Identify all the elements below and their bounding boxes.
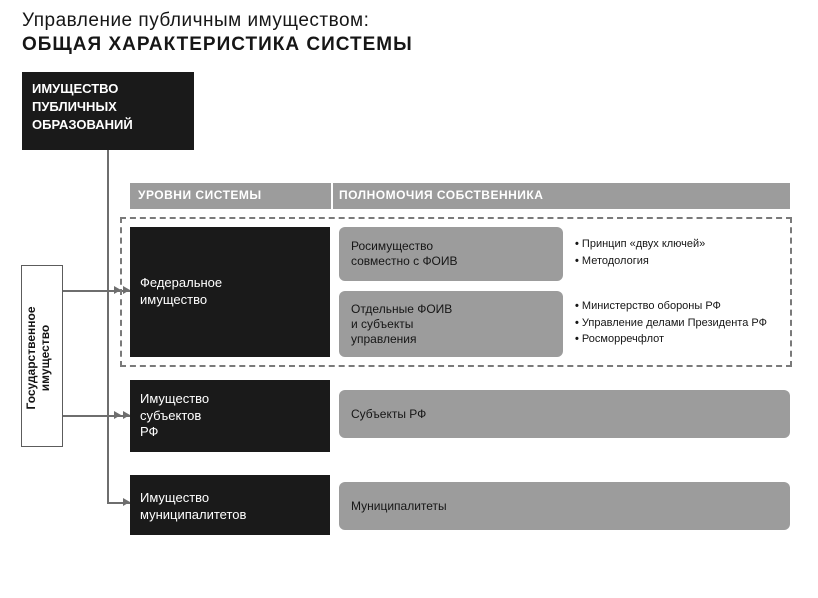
level-federal: Федеральноеимущество bbox=[130, 227, 330, 357]
title-line-1: Управление публичным имуществом: bbox=[22, 10, 818, 32]
bullet-item: Росморречфлот bbox=[575, 331, 767, 348]
arrow-icon bbox=[123, 411, 130, 419]
col-header-divider bbox=[331, 183, 333, 209]
connector-vertical bbox=[107, 150, 109, 504]
bullets-bottom: Министерство обороны РФ Управление делам… bbox=[575, 298, 767, 348]
title-block: Управление публичным имуществом: ОБЩАЯ Х… bbox=[0, 0, 818, 56]
arrow-icon bbox=[114, 411, 121, 419]
arrow-icon bbox=[123, 498, 130, 506]
bullet-item: Методология bbox=[575, 253, 705, 270]
column-headers: УРОВНИ СИСТЕМЫ ПОЛНОМОЧИЯ СОБСТВЕННИКА bbox=[130, 183, 790, 209]
title-line-2: ОБЩАЯ ХАРАКТЕРИСТИКА СИСТЕМЫ bbox=[22, 34, 818, 56]
bullet-item: Принцип «двух ключей» bbox=[575, 236, 705, 253]
power-foiv: Отдельные ФОИВи субъектыуправления bbox=[339, 291, 563, 357]
bullets-top: Принцип «двух ключей» Методология bbox=[575, 236, 705, 269]
root-box: ИМУЩЕСТВОПУБЛИЧНЫХОБРАЗОВАНИЙ bbox=[22, 72, 194, 150]
level-municipal: Имуществомуниципалитетов bbox=[130, 475, 330, 535]
state-property-label: Государственноеимущество bbox=[24, 273, 52, 443]
bullet-item: Министерство обороны РФ bbox=[575, 298, 767, 315]
power-municipal: Муниципалитеты bbox=[339, 482, 790, 530]
power-rosimushchestvo: Росимуществосовместно с ФОИВ bbox=[339, 227, 563, 281]
power-subjects: Субъекты РФ bbox=[339, 390, 790, 438]
level-subjects: ИмуществосубъектовРФ bbox=[130, 380, 330, 452]
col-header-powers: ПОЛНОМОЧИЯ СОБСТВЕННИКА bbox=[339, 188, 543, 202]
bullet-item: Управление делами Президента РФ bbox=[575, 315, 767, 332]
connector-side1 bbox=[63, 290, 119, 292]
col-header-levels: УРОВНИ СИСТЕМЫ bbox=[138, 188, 262, 202]
connector-side2 bbox=[63, 415, 119, 417]
